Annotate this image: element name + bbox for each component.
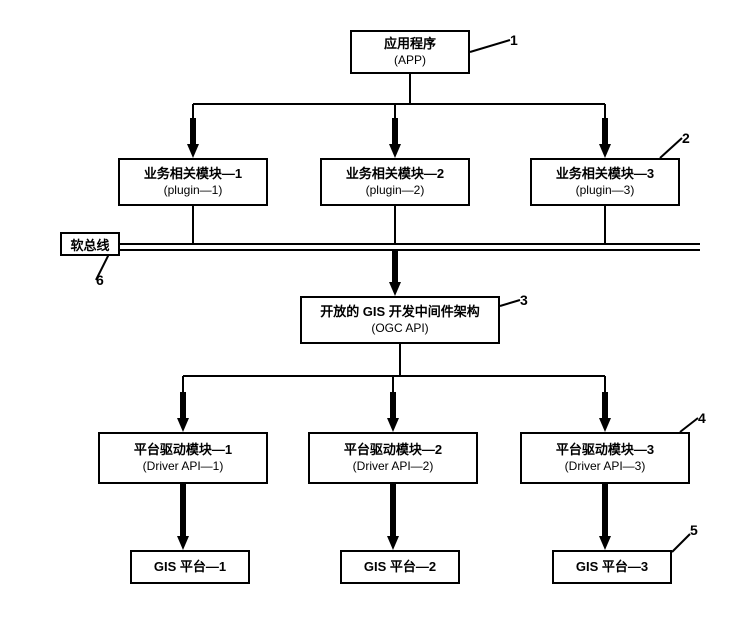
- gis2-box: GIS 平台—2: [340, 550, 460, 584]
- plugin2-title: 业务相关模块—2: [346, 166, 444, 183]
- driver3-box: 平台驱动模块—3 (Driver API—3): [520, 432, 690, 484]
- driver3-title: 平台驱动模块—3: [556, 442, 654, 459]
- driver1-box: 平台驱动模块—1 (Driver API—1): [98, 432, 268, 484]
- bus-label-text: 软总线: [70, 235, 109, 254]
- plugin1-subtitle: (plugin—1): [164, 183, 223, 199]
- driver2-title: 平台驱动模块—2: [344, 442, 442, 459]
- driver3-subtitle: (Driver API—3): [565, 459, 646, 475]
- driver2-box: 平台驱动模块—2 (Driver API—2): [308, 432, 478, 484]
- ogc-box: 开放的 GIS 开发中间件架构 (OGC API): [300, 296, 500, 344]
- ogc-title: 开放的 GIS 开发中间件架构: [320, 304, 480, 321]
- driver1-title: 平台驱动模块—1: [134, 442, 232, 459]
- app-title: 应用程序: [384, 36, 436, 53]
- ogc-subtitle: (OGC API): [371, 321, 428, 337]
- app-subtitle: (APP): [394, 53, 426, 69]
- gis1-box: GIS 平台—1: [130, 550, 250, 584]
- plugin2-subtitle: (plugin—2): [366, 183, 425, 199]
- callout-4: 4: [698, 410, 706, 426]
- plugin1-title: 业务相关模块—1: [144, 166, 242, 183]
- app-box: 应用程序 (APP): [350, 30, 470, 74]
- gis2-title: GIS 平台—2: [364, 559, 436, 576]
- plugin3-box: 业务相关模块—3 (plugin—3): [530, 158, 680, 206]
- bus-label-box: 软总线: [60, 232, 120, 256]
- plugin3-subtitle: (plugin—3): [576, 183, 635, 199]
- callout-6: 6: [96, 272, 104, 288]
- driver2-subtitle: (Driver API—2): [353, 459, 434, 475]
- plugin2-box: 业务相关模块—2 (plugin—2): [320, 158, 470, 206]
- gis3-title: GIS 平台—3: [576, 559, 648, 576]
- plugin1-box: 业务相关模块—1 (plugin—1): [118, 158, 268, 206]
- plugin3-title: 业务相关模块—3: [556, 166, 654, 183]
- gis3-box: GIS 平台—3: [552, 550, 672, 584]
- callout-3: 3: [520, 292, 528, 308]
- callout-5: 5: [690, 522, 698, 538]
- driver1-subtitle: (Driver API—1): [143, 459, 224, 475]
- gis1-title: GIS 平台—1: [154, 559, 226, 576]
- callout-1: 1: [510, 32, 518, 48]
- callout-2: 2: [682, 130, 690, 146]
